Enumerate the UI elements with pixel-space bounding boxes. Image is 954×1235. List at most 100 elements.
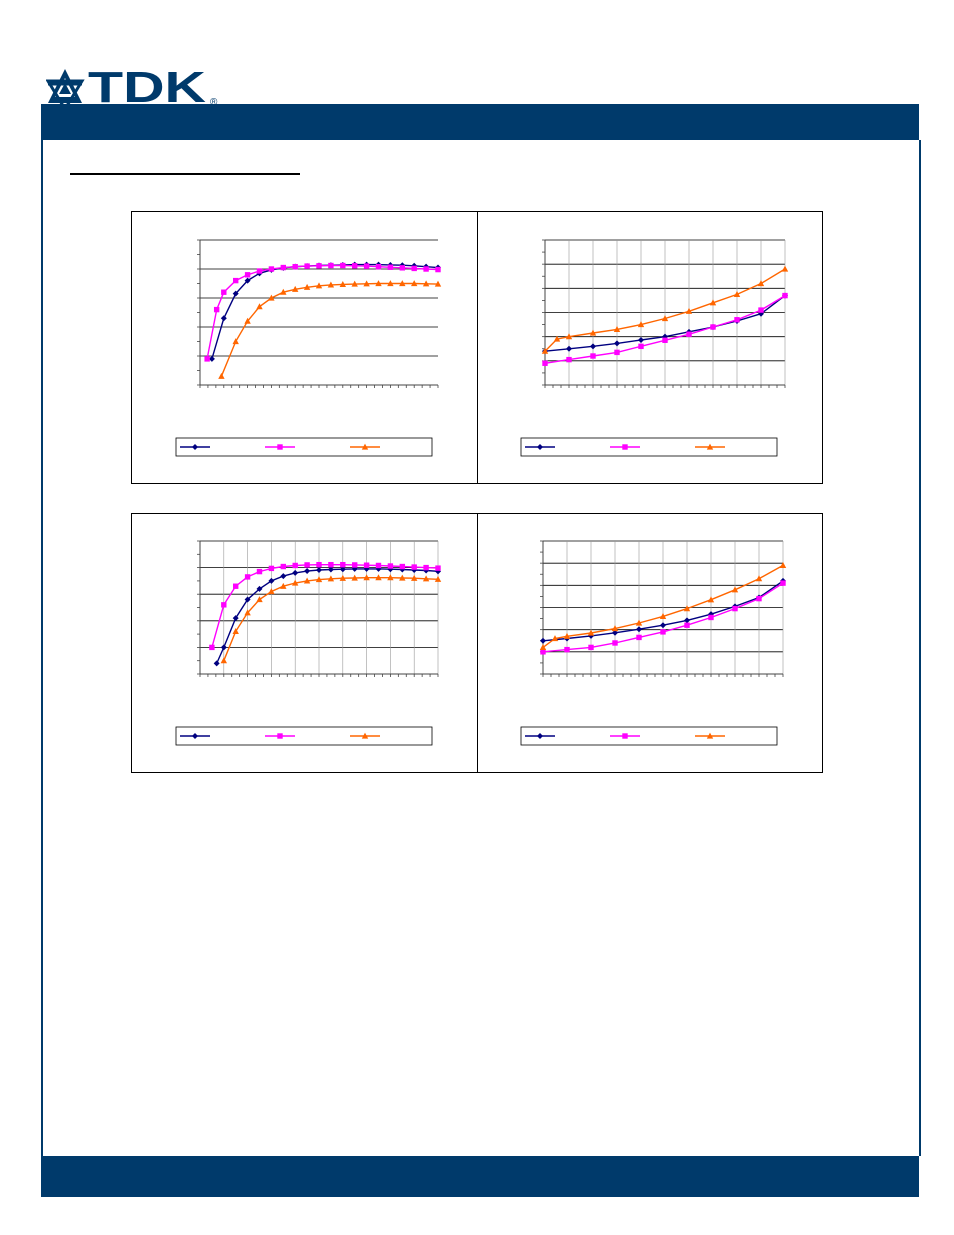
series-2-point (734, 317, 740, 323)
series-2-point (399, 265, 405, 271)
series-2-point (363, 562, 370, 568)
series-2-point (244, 574, 251, 580)
series-1-point (399, 566, 406, 573)
tdk-logo-text: TDK (88, 66, 206, 106)
series-3-point (327, 575, 335, 582)
series-2-point (614, 349, 620, 356)
series-2-point (590, 353, 596, 359)
series-3-line (220, 282, 439, 377)
series-2-point (233, 277, 239, 284)
series-3-point (232, 338, 239, 345)
series-2-point (780, 580, 786, 586)
legend-swatch-marker (622, 444, 628, 450)
series-1-point (660, 622, 666, 629)
series-3-point (375, 280, 382, 287)
series-1-point (708, 611, 714, 618)
series-3-point (375, 574, 382, 581)
series-1-point (244, 596, 251, 603)
legend-swatch-marker (192, 444, 198, 450)
series-3-point (779, 561, 787, 568)
legend-swatch-marker (361, 732, 369, 739)
series-2-point (244, 272, 251, 278)
series-3-point (731, 586, 739, 593)
series-2-point (612, 640, 618, 646)
series-3-point (268, 294, 275, 301)
legend-swatch-marker (706, 732, 714, 739)
series-1-line (216, 568, 439, 664)
series-1-point (638, 337, 644, 344)
legend-box (175, 726, 433, 746)
series-3-point (553, 335, 561, 342)
series-2-point (316, 263, 322, 269)
series-3-point (434, 575, 442, 582)
series-3-point (539, 644, 547, 650)
section-heading-underline (70, 173, 300, 175)
series-2-point (280, 264, 286, 271)
series-1-point (612, 629, 618, 636)
series-2-point (256, 268, 263, 274)
series-3-point (422, 575, 430, 582)
series-2-point (684, 622, 690, 628)
series-1-point (363, 565, 370, 572)
series-1-point (208, 355, 215, 362)
footer-bar (41, 1156, 919, 1197)
series-2-point (542, 360, 548, 366)
series-3-point (707, 596, 715, 603)
series-3-point (541, 347, 549, 354)
series-1-point (280, 573, 287, 580)
series-2-point (221, 289, 227, 295)
series-1-point (244, 277, 251, 284)
series-2-point (204, 356, 210, 362)
chart-bottom-left (175, 540, 442, 746)
legend-swatch-marker (537, 444, 543, 450)
series-3-point (565, 333, 573, 340)
series-1-point (292, 569, 299, 576)
series-2-point (399, 563, 405, 570)
series-1-point (614, 340, 620, 347)
series-2-point (292, 263, 298, 270)
series-2-point (328, 561, 334, 568)
series-2-point (662, 337, 668, 343)
series-3-point (327, 281, 335, 288)
series-2-point (423, 564, 429, 571)
series-3-point (611, 625, 619, 632)
series-2-point (292, 562, 298, 569)
series-1-line (211, 263, 439, 360)
series-3-point (387, 574, 394, 581)
series-2-point (268, 565, 275, 572)
series-3-point (244, 609, 251, 616)
series-3-point (757, 280, 765, 287)
series-3-point (422, 280, 430, 287)
series-2-point (636, 634, 642, 641)
series-2-point (710, 324, 716, 330)
series-1-point (232, 290, 239, 297)
series-3-point (220, 657, 227, 664)
series-2-point (756, 595, 762, 602)
series-2-point (708, 614, 714, 621)
series-2-point (387, 563, 394, 569)
series-1-point (566, 345, 572, 352)
series-2-point (375, 263, 382, 270)
series-2-point (782, 292, 788, 299)
series-3-point (292, 579, 299, 586)
header-bar (41, 104, 919, 140)
series-3-point (613, 326, 621, 333)
series-3-point (587, 629, 595, 636)
series-3-point (589, 329, 597, 336)
series-3-point (292, 285, 299, 292)
series-3-point (268, 588, 275, 595)
legend-swatch-marker (706, 443, 714, 450)
series-1-point (220, 315, 227, 322)
series-2-point (209, 644, 215, 651)
legend-swatch-marker (277, 444, 283, 450)
series-1-point (540, 637, 546, 644)
legend-swatch-marker (622, 733, 628, 739)
series-3-point (551, 635, 559, 642)
tdk-emblem-icon (46, 69, 85, 106)
series-3-point (232, 628, 239, 635)
series-3-point (387, 280, 394, 287)
series-1-point (220, 644, 227, 651)
series-3-point (434, 280, 442, 287)
series-1-point (327, 566, 334, 573)
series-3-point (755, 575, 763, 582)
